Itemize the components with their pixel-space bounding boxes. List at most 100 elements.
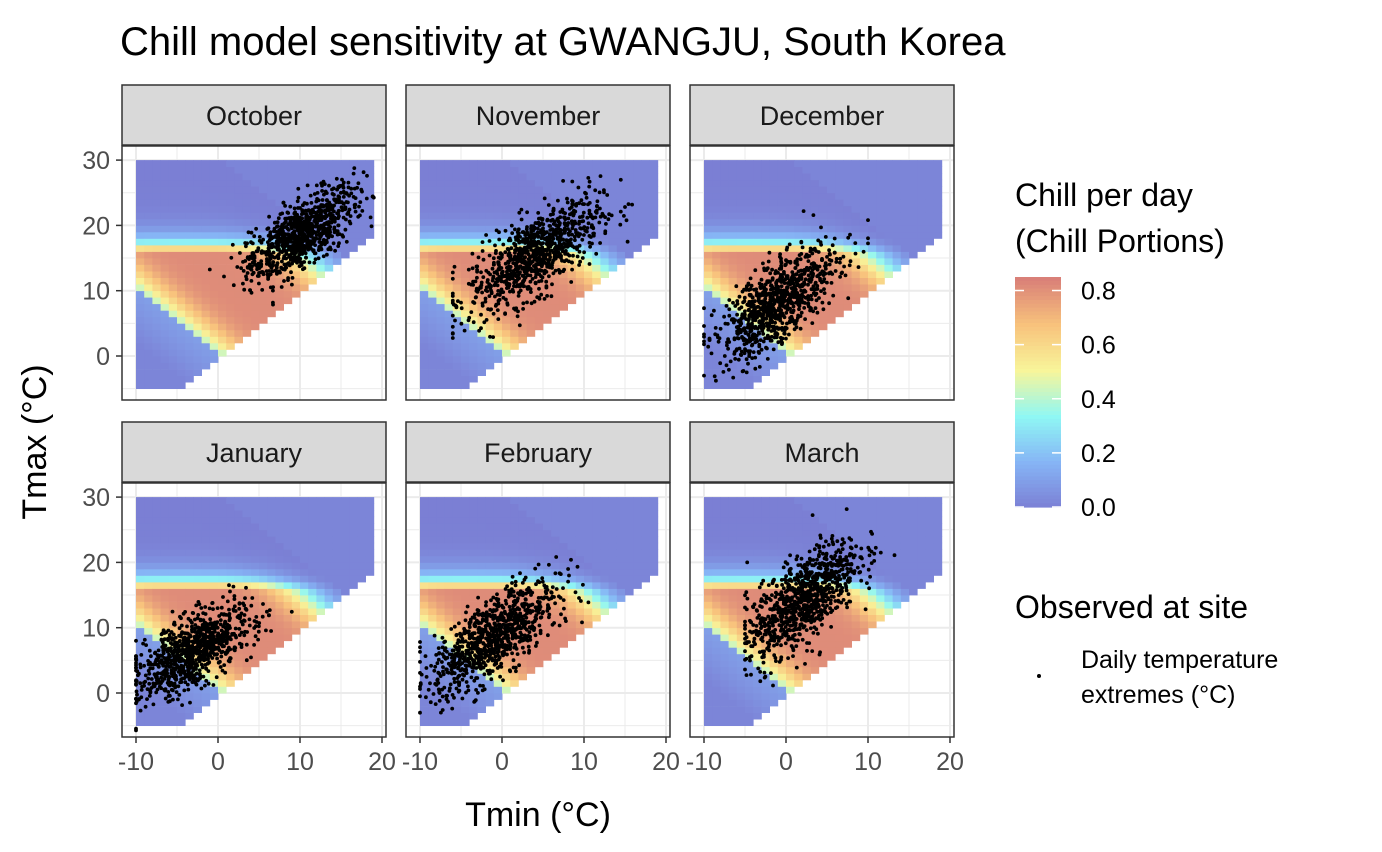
heat-cell xyxy=(728,179,738,187)
heat-cell xyxy=(843,245,852,252)
observation-point xyxy=(307,230,312,235)
observation-point xyxy=(806,282,810,287)
heat-cell xyxy=(925,212,934,220)
heat-cell xyxy=(827,205,836,213)
observation-point xyxy=(618,209,623,214)
heat-cell xyxy=(160,271,170,278)
observation-point xyxy=(822,287,826,291)
heat-cell xyxy=(493,160,503,167)
observation-point xyxy=(587,208,592,213)
heat-cell xyxy=(704,199,713,207)
heat-cell xyxy=(365,173,375,181)
heat-cell xyxy=(868,271,877,278)
heat-cell xyxy=(267,166,276,174)
heat-cell xyxy=(851,245,861,252)
heat-cell xyxy=(892,160,902,167)
chart-title: Chill model sensitivity at GWANGJU, Sout… xyxy=(120,20,1006,64)
heat-cell xyxy=(250,166,260,174)
heat-cell xyxy=(608,160,618,167)
heat-cell xyxy=(193,179,202,187)
heat-cell xyxy=(185,199,194,207)
heat-cell xyxy=(136,192,145,200)
observation-point xyxy=(580,215,584,219)
heat-cell xyxy=(761,166,770,174)
observation-point xyxy=(552,241,557,246)
heat-cell xyxy=(736,251,746,259)
heat-cell xyxy=(818,297,828,305)
observation-point xyxy=(257,266,262,270)
heat-cell xyxy=(428,245,437,252)
heat-cell xyxy=(925,173,934,181)
observation-point xyxy=(781,314,786,318)
observation-point xyxy=(304,212,309,217)
observation-point xyxy=(561,237,565,242)
heat-cell xyxy=(209,323,219,331)
observation-point xyxy=(763,282,768,287)
heat-cell xyxy=(712,284,721,292)
heat-cell xyxy=(526,297,536,305)
heat-cell xyxy=(917,166,926,174)
heat-cell xyxy=(745,258,754,265)
observation-point xyxy=(802,289,807,294)
observation-point xyxy=(794,280,799,285)
heat-cell xyxy=(876,277,885,285)
heat-cell xyxy=(518,199,527,207)
heat-cell xyxy=(761,245,770,252)
heat-cell xyxy=(786,192,795,200)
observation-point xyxy=(773,315,777,319)
heat-cell xyxy=(753,264,762,272)
heat-cell xyxy=(810,192,820,200)
observation-point xyxy=(765,308,770,313)
heat-cell xyxy=(925,160,934,167)
observation-point xyxy=(546,245,551,249)
heat-cell xyxy=(177,258,186,265)
observation-point xyxy=(279,239,284,244)
heat-cell xyxy=(843,297,852,305)
heat-cell xyxy=(226,199,235,207)
observation-point xyxy=(491,335,495,339)
observation-point xyxy=(750,323,754,327)
heat-cell xyxy=(469,173,478,181)
heat-cell xyxy=(769,362,779,370)
observation-point xyxy=(799,310,804,315)
heat-cell xyxy=(818,323,828,331)
observation-point xyxy=(275,224,280,229)
observation-point xyxy=(335,229,340,234)
heat-cell xyxy=(177,375,186,383)
heat-cell xyxy=(201,179,211,187)
heat-cell xyxy=(144,225,153,233)
heat-cell xyxy=(242,205,252,213)
heat-cell xyxy=(420,238,429,246)
heat-cell xyxy=(357,160,366,167)
observation-point xyxy=(737,294,742,299)
heat-cell xyxy=(300,160,309,167)
observation-point xyxy=(565,200,570,205)
heat-cell xyxy=(810,205,820,213)
heat-cell xyxy=(234,303,243,311)
heat-cell xyxy=(168,166,178,174)
heat-cell xyxy=(461,225,470,233)
observation-point xyxy=(271,288,275,293)
heat-cell xyxy=(827,238,836,246)
heat-cell xyxy=(452,369,462,376)
observation-point xyxy=(254,226,258,231)
heat-cell xyxy=(917,225,926,233)
heat-cell xyxy=(712,264,721,272)
heat-cell xyxy=(551,297,560,305)
heat-cell xyxy=(510,179,519,187)
heat-cell xyxy=(753,369,762,376)
observation-point xyxy=(229,255,234,260)
observation-point xyxy=(514,274,519,279)
heat-cell xyxy=(802,297,811,305)
heat-cell xyxy=(868,192,877,200)
observation-point xyxy=(313,205,317,209)
observation-point xyxy=(570,244,575,248)
observation-point xyxy=(520,266,525,271)
observation-point xyxy=(539,236,544,241)
observation-point xyxy=(779,259,783,264)
observation-point xyxy=(285,226,290,231)
observation-point xyxy=(450,331,455,336)
heat-cell xyxy=(469,179,478,187)
observation-point xyxy=(823,266,828,271)
